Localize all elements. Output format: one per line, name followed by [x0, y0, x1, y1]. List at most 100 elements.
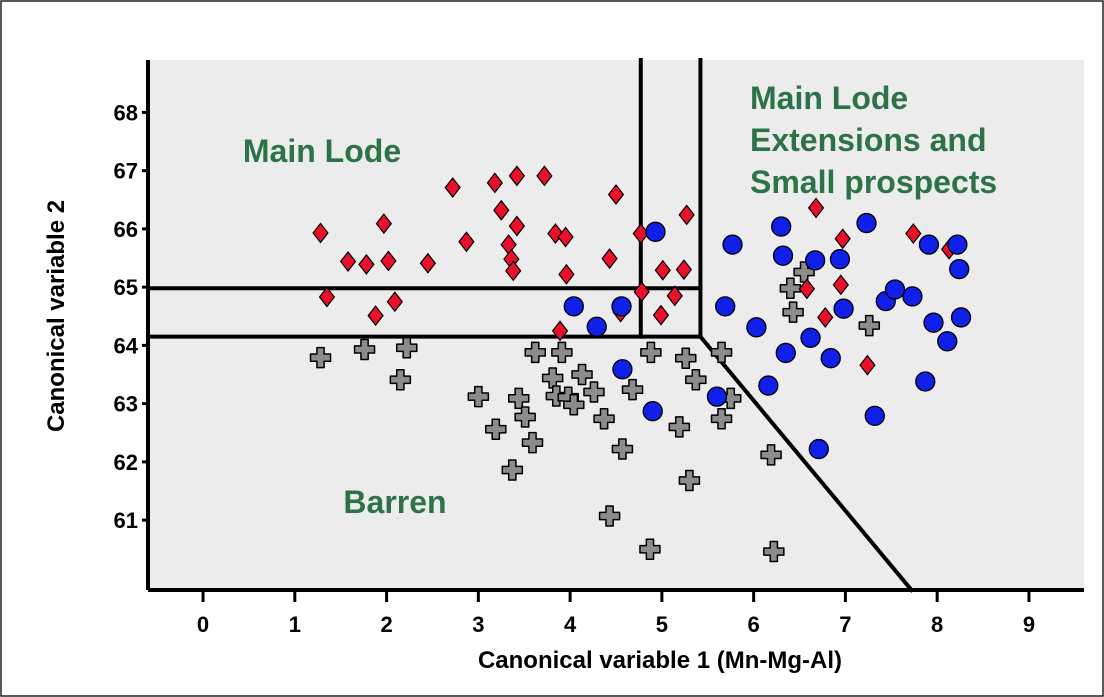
main-lode-point [905, 223, 922, 245]
main-lode-point [607, 184, 625, 206]
barren-point [710, 341, 733, 364]
extension-point [746, 317, 767, 338]
main-lode-point [358, 253, 375, 275]
y-tick-label: 67 [114, 159, 138, 184]
x-tick-label: 2 [380, 612, 392, 637]
main-lode-point [652, 304, 670, 326]
main-lode-point [551, 320, 569, 342]
extension-point [611, 296, 632, 317]
extension-point [947, 234, 968, 255]
x-axis-title: Canonical variable 1 (Mn-Mg-Al) [478, 647, 842, 674]
extension-point [902, 286, 923, 307]
x-tick-label: 6 [748, 612, 760, 637]
barren-point [551, 341, 573, 364]
main-lode-point [508, 165, 526, 187]
extension-point [612, 359, 633, 380]
main-lode-point [505, 260, 522, 282]
barren-point [501, 459, 524, 481]
extension-point [771, 216, 792, 237]
main-lode-point [458, 231, 475, 253]
barren-point [678, 469, 701, 492]
extension-point [808, 438, 829, 460]
barren-point [668, 416, 691, 438]
barren-point [583, 381, 605, 403]
main-lode-point [832, 274, 849, 296]
x-tick-label: 0 [197, 612, 209, 637]
main-lode-point [380, 250, 397, 272]
extension-point [706, 386, 728, 407]
main-lode-point [666, 285, 683, 307]
barren-point [396, 336, 418, 359]
barren-point [611, 438, 634, 460]
extension-point [758, 375, 779, 396]
extension-point [645, 221, 666, 242]
barren-point [674, 347, 697, 369]
y-tick-label: 66 [114, 217, 138, 242]
main-lode-point [557, 226, 574, 248]
extension-point [950, 307, 972, 328]
extension-point [884, 279, 906, 300]
barren-point [309, 346, 332, 369]
region-label-main-lode: Main Lode [243, 133, 401, 169]
extension-point [715, 296, 736, 317]
main-lode-point [654, 259, 671, 281]
barren-point [760, 444, 782, 466]
barren-point [524, 341, 546, 364]
main-lode-point [678, 204, 695, 226]
x-tick-label: 7 [839, 612, 851, 637]
main-lode-point [318, 286, 336, 308]
barren-point [763, 540, 785, 563]
y-axis-ticks: 61 62 63 64 65 66 67 68 [114, 100, 148, 533]
main-lode-point [633, 281, 650, 303]
y-tick-label: 62 [114, 450, 138, 475]
barren-point [598, 505, 621, 527]
extension-point [923, 312, 944, 333]
main-lode-point [493, 199, 510, 221]
barren-point [521, 431, 544, 454]
x-tick-label: 8 [931, 612, 943, 637]
extension-point [586, 316, 607, 337]
extension-point [772, 245, 794, 266]
y-tick-label: 65 [114, 275, 138, 300]
extension-point [804, 250, 826, 271]
series-circle [563, 212, 972, 460]
extension-point [642, 401, 663, 422]
barren-point [571, 363, 593, 386]
region-label-extensions: Main Lode Extensions and Small prospects [750, 80, 997, 200]
main-lode-point [486, 172, 504, 194]
extension-point [949, 258, 970, 280]
main-lode-point [601, 248, 618, 270]
extension-point [918, 234, 940, 255]
extension-point [915, 371, 936, 392]
main-lode-point [536, 165, 553, 187]
main-lode-point [375, 213, 393, 235]
main-lode-point [834, 228, 851, 250]
barren-point [621, 378, 644, 401]
main-lode-point [807, 197, 825, 219]
barren-point [685, 368, 707, 391]
main-lode-point [859, 354, 876, 376]
main-lode-point [558, 263, 575, 285]
region-label-extensions-line-2: Extensions and [750, 122, 987, 158]
region-label-barren-line: Barren [343, 484, 446, 520]
main-lode-point [339, 251, 357, 272]
barren-point [779, 277, 802, 300]
y-tick-label: 68 [114, 100, 138, 125]
main-lode-point [508, 215, 526, 237]
extension-point [722, 234, 743, 255]
data-points [309, 165, 972, 563]
barren-point [485, 418, 507, 441]
barren-point [389, 368, 412, 391]
main-lode-point [444, 177, 461, 199]
x-axis-ticks: 0 1 2 3 4 5 6 7 8 9 [197, 590, 1035, 637]
extension-point [800, 327, 821, 348]
y-axis-title: Canonical variable 2 [43, 200, 70, 432]
barren-point [545, 385, 568, 407]
barren-point [710, 408, 733, 430]
extension-point [775, 342, 796, 364]
main-lode-point [367, 305, 384, 327]
extension-point [563, 296, 584, 317]
main-lode-point [312, 222, 329, 244]
